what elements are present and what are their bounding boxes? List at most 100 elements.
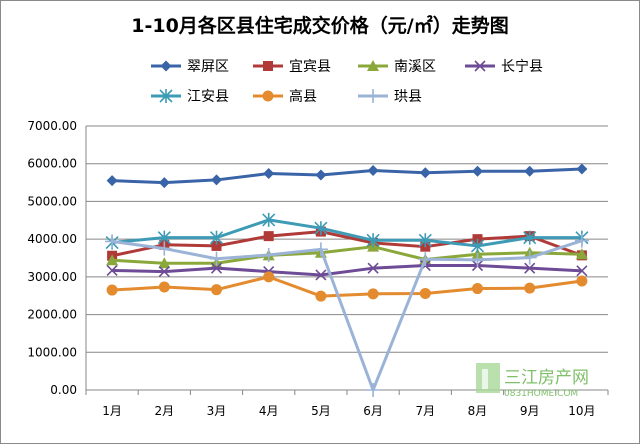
legend-marker <box>262 90 274 102</box>
x-tick-label: 8月 <box>468 404 488 418</box>
series-7 <box>105 233 589 397</box>
series-line <box>112 245 582 265</box>
series-line <box>111 230 583 258</box>
data-point <box>419 167 431 179</box>
data-point <box>105 234 120 249</box>
data-point <box>211 284 222 296</box>
data-point <box>261 247 276 262</box>
data-point <box>106 284 118 296</box>
legend-label: 珙县 <box>394 89 422 105</box>
data-point <box>315 290 327 302</box>
data-point <box>418 252 433 267</box>
data-point <box>367 262 379 274</box>
y-tick-label: 6000.00 <box>27 157 77 171</box>
y-tick-label: 0.00 <box>50 383 77 397</box>
data-point <box>418 233 432 248</box>
legend-marker <box>263 61 273 71</box>
y-tick-label: 4000.00 <box>27 232 77 246</box>
series-4 <box>106 259 588 281</box>
x-tick-label: 4月 <box>259 404 279 418</box>
data-point <box>106 254 119 266</box>
data-point <box>522 250 537 265</box>
legend-item: 南溪区 <box>358 59 436 75</box>
series-5 <box>105 212 589 253</box>
data-point <box>366 233 380 248</box>
y-tick-label: 3000.00 <box>27 270 77 284</box>
series-line <box>111 239 583 392</box>
data-point <box>211 174 222 186</box>
legend-label: 南溪区 <box>394 59 436 75</box>
series-1 <box>106 163 588 189</box>
data-point <box>576 163 588 175</box>
data-point <box>313 242 328 257</box>
x-tick-label: 3月 <box>207 404 227 418</box>
series-line <box>112 167 582 185</box>
legend-label: 长宁县 <box>501 58 543 75</box>
y-tick-label: 2000.00 <box>27 308 77 322</box>
legend-label: 高县 <box>289 88 317 105</box>
data-point <box>576 275 588 287</box>
data-point <box>157 241 172 256</box>
x-tick-label: 5月 <box>311 404 331 418</box>
legend-item: 长宁县 <box>465 58 543 75</box>
series-line <box>112 275 583 298</box>
legend-marker <box>367 60 379 71</box>
legend-marker <box>160 60 172 72</box>
y-tick-label: 1000.00 <box>27 345 77 359</box>
data-point <box>524 262 536 274</box>
data-point <box>367 288 379 300</box>
data-point <box>262 212 276 227</box>
x-tick-label: 1月 <box>102 404 122 418</box>
series-6 <box>106 271 588 302</box>
y-axis: 0.00 1000.00 2000.00 3000.00 4000.00 5000.00 6… <box>27 119 87 397</box>
series-line <box>111 218 582 248</box>
series-2 <box>107 226 587 261</box>
legend-marker <box>474 60 486 72</box>
data-point <box>575 248 588 260</box>
data-point <box>574 233 589 248</box>
legend-marker <box>366 89 380 103</box>
data-point <box>576 265 588 277</box>
x-tick-label: 6月 <box>363 404 383 418</box>
series-line <box>112 264 582 277</box>
gridlines <box>86 125 608 353</box>
data-point <box>524 165 536 177</box>
watermark-url: 0831HOME.COM <box>504 389 578 399</box>
data-point <box>158 177 170 189</box>
watermark-logo-icon <box>482 369 488 389</box>
y-tick-label: 5000.00 <box>27 194 77 208</box>
y-tick-label: 7000.00 <box>27 119 77 133</box>
legend-item: 翠屏区 <box>151 59 229 75</box>
data-point <box>470 252 485 267</box>
chart-title: 1-10月各区县住宅成交价格（元/㎡）走势图 <box>131 14 509 37</box>
data-point <box>472 165 483 177</box>
data-point <box>470 238 485 253</box>
data-point <box>158 281 170 293</box>
data-point <box>419 287 431 299</box>
data-point <box>209 230 224 245</box>
data-point <box>263 271 275 283</box>
data-point <box>158 266 170 278</box>
data-point <box>263 168 275 180</box>
data-point <box>472 283 483 295</box>
data-point <box>210 262 223 274</box>
data-point <box>367 165 379 177</box>
series-layer <box>105 163 589 397</box>
data-point <box>315 269 327 281</box>
legend-item: 宜宾县 <box>253 59 331 75</box>
x-axis: 1月 2月 3月 4月 5月 6月 7月 8月 9月 10月 <box>85 389 609 418</box>
legend-item: 珙县 <box>358 89 422 105</box>
legend-label: 江安县 <box>187 89 229 105</box>
legend-label: 翠屏区 <box>187 59 229 75</box>
data-point <box>211 240 222 251</box>
x-tick-label: 7月 <box>415 404 435 418</box>
data-point <box>106 264 118 277</box>
data-point <box>106 175 118 187</box>
x-tick-label: 10月 <box>568 404 595 418</box>
legend-marker <box>159 89 173 103</box>
data-point <box>314 221 328 236</box>
watermark: 三江房产网 0831HOME.COM <box>476 363 589 399</box>
data-point <box>209 251 224 266</box>
